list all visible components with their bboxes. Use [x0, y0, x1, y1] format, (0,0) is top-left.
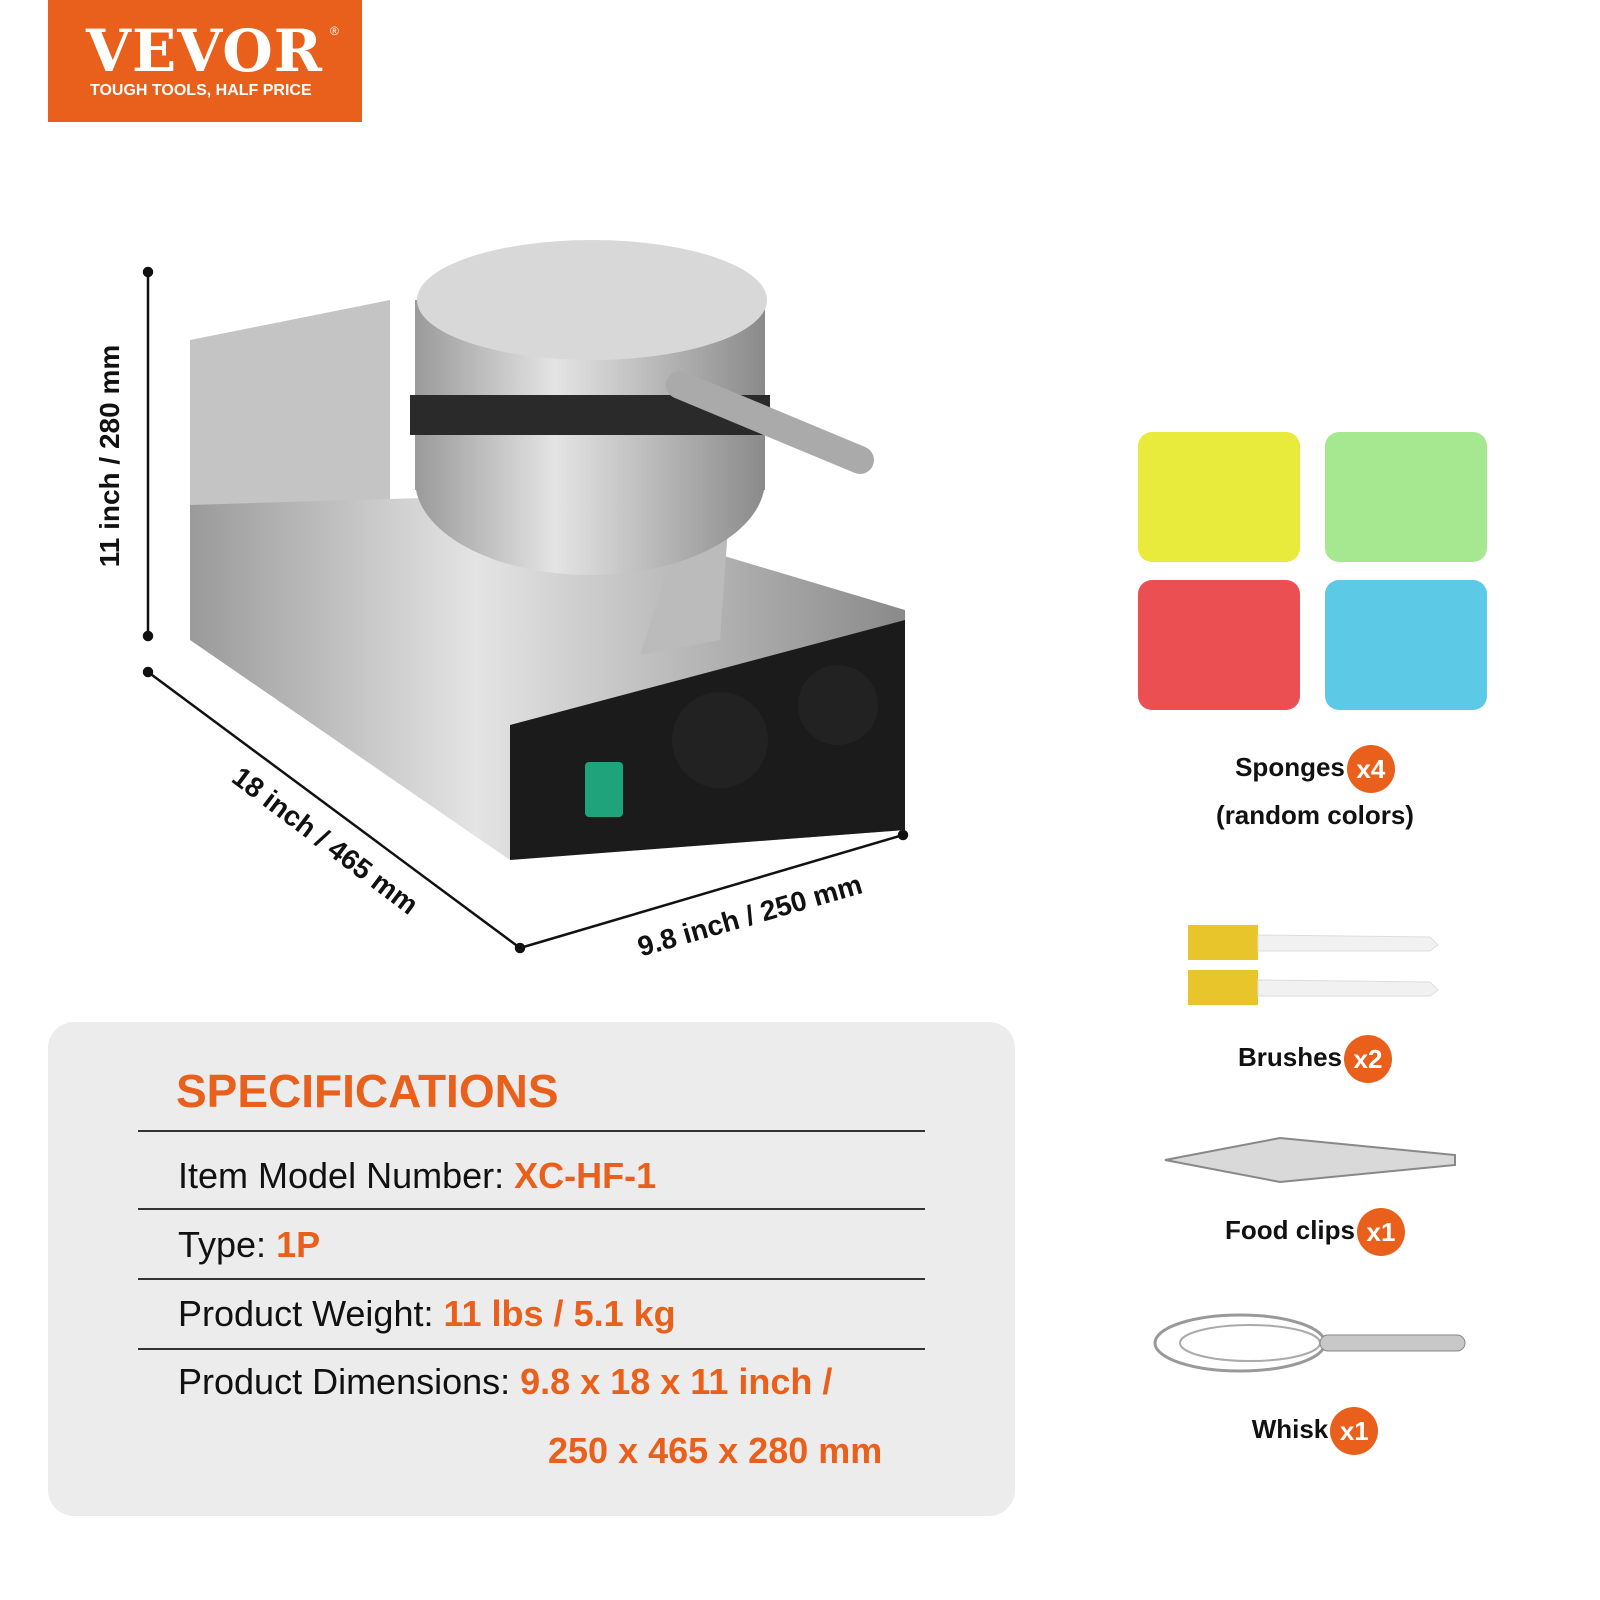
spec-row-dimensions: Product Dimensions: 9.8 x 18 x 11 inch / — [178, 1361, 832, 1403]
spec-value: 9.8 x 18 x 11 inch / — [520, 1361, 833, 1402]
spec-label: Type: — [178, 1224, 267, 1265]
specifications-panel — [48, 1022, 1015, 1516]
height-dimension-label: 11 inch / 280 mm — [94, 344, 125, 568]
spec-row-weight: Product Weight: 11 lbs / 5.1 kg — [178, 1293, 676, 1335]
spec-value: XC-HF-1 — [514, 1155, 657, 1196]
spec-row-type: Type: 1P — [178, 1224, 320, 1266]
whisk-image — [1153, 1313, 1466, 1373]
brushes-label: Brushes x2 — [1165, 1035, 1465, 1083]
logo-tagline: TOUGH TOOLS, HALF PRICE — [90, 82, 312, 99]
sponges-note: (random colors) — [1216, 800, 1414, 830]
logo-brand: VEVOR — [86, 17, 323, 85]
logo-registered: ® — [330, 24, 339, 38]
spec-label: Product Weight: — [178, 1293, 434, 1334]
waffle-maker-image — [142, 240, 909, 954]
spec-row-dimensions-cont: 250 x 465 x 280 mm — [548, 1430, 882, 1472]
divider — [138, 1208, 925, 1210]
food-clips-label: Food clips x1 — [1165, 1208, 1465, 1256]
whisk-label: Whisk x1 — [1165, 1407, 1465, 1455]
vevor-logo: VEVOR ® TOUGH TOOLS, HALF PRICE — [48, 0, 362, 122]
sponge-red — [1138, 580, 1300, 710]
brushes-image — [1188, 925, 1439, 1005]
specifications-title: SPECIFICATIONS — [176, 1065, 559, 1117]
accessory-name: Brushes — [1237, 1041, 1343, 1072]
qty-badge: x2 — [1344, 1035, 1393, 1083]
spec-value: 11 lbs / 5.1 kg — [443, 1293, 676, 1334]
food-clip-image — [1164, 1136, 1456, 1184]
sponge-green — [1325, 432, 1487, 562]
spec-value: 1P — [276, 1224, 321, 1265]
divider — [138, 1278, 925, 1280]
sponges-label: Sponges x4 — [1165, 745, 1465, 793]
spec-value-mm: 250 x 465 x 280 mm — [548, 1430, 883, 1471]
dimension-lines — [142, 266, 909, 954]
accessory-name: Food clips — [1225, 1214, 1355, 1245]
divider — [138, 1130, 925, 1132]
qty-badge: x1 — [1357, 1208, 1405, 1256]
sponge-blue — [1325, 580, 1487, 710]
spec-label: Product Dimensions: — [178, 1361, 511, 1402]
accessory-name: Sponges — [1235, 751, 1345, 782]
spec-label: Item Model Number: — [178, 1155, 505, 1196]
divider — [138, 1348, 925, 1350]
qty-badge: x4 — [1346, 745, 1395, 793]
sponge-yellow — [1138, 432, 1300, 562]
accessory-name: Whisk — [1251, 1413, 1329, 1444]
spec-row-model: Item Model Number: XC-HF-1 — [178, 1155, 656, 1197]
qty-badge: x1 — [1330, 1407, 1379, 1455]
